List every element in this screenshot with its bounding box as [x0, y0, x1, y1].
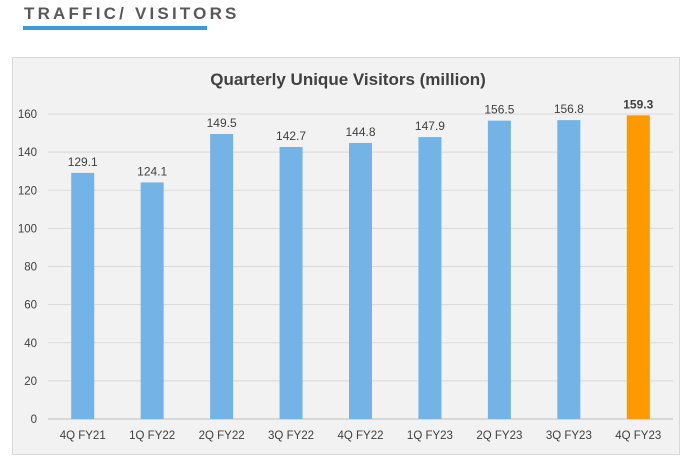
y-tick-label: 80: [24, 262, 37, 274]
bar-4q-fy22: [349, 142, 372, 419]
chart-title: Quarterly Unique Visitors (million): [210, 70, 486, 89]
data-label: 159.3: [623, 97, 653, 111]
x-category-label: 2Q FY23: [476, 430, 522, 442]
data-label: 144.8: [345, 125, 375, 139]
y-tick-label: 20: [24, 376, 37, 388]
data-label: 142.7: [276, 129, 306, 143]
section-title: TRAFFIC/ VISITORS: [24, 4, 240, 23]
x-category-label: 4Q FY21: [60, 430, 106, 442]
section-title-underline: [23, 26, 207, 30]
y-tick-label: 0: [31, 414, 37, 426]
bar-3q-fy23: [557, 120, 581, 419]
data-label: 149.5: [207, 116, 237, 130]
x-category-label: 3Q FY22: [268, 430, 314, 442]
x-category-label: 3Q FY23: [546, 430, 592, 442]
y-tick-label: 140: [18, 147, 37, 159]
bar-3q-fy22: [279, 146, 303, 419]
data-label: 124.1: [137, 164, 167, 178]
bar-1q-fy23: [418, 137, 442, 420]
data-label: 156.8: [554, 102, 584, 116]
y-axis-ticks: 0 20 40 60 80 100 120 140 160: [18, 109, 37, 426]
bar-4q-fy23: [626, 115, 650, 419]
bar-2q-fy22: [210, 134, 234, 419]
y-tick-label: 160: [18, 109, 37, 121]
bar-2q-fy23: [487, 120, 511, 419]
y-tick-label: 120: [18, 185, 37, 197]
y-tick-label: 100: [18, 223, 37, 235]
bar-4q-fy21: [71, 172, 95, 419]
data-label: 129.1: [68, 155, 98, 169]
x-category-label: 1Q FY23: [407, 430, 453, 442]
x-axis-categories: 4Q FY21 1Q FY22 2Q FY22 3Q FY22 4Q FY22 1Q FY…: [60, 430, 662, 442]
bar-1q-fy22: [140, 182, 164, 419]
bar-chart: Quarterly Unique Visitors (million) 0 20 4…: [18, 70, 673, 442]
y-tick-label: 60: [24, 300, 37, 312]
x-category-label: 1Q FY22: [129, 430, 175, 442]
bars: [71, 115, 650, 420]
x-category-label: 4Q FY23: [615, 430, 661, 442]
x-category-label: 4Q FY22: [337, 430, 383, 442]
data-label: 147.9: [415, 119, 445, 133]
data-label: 156.5: [484, 103, 514, 117]
data-labels: 129.1 124.1 149.5 142.7 144.8 147.9 156.5 156.8…: [68, 97, 654, 178]
chart-panel: Quarterly Unique Visitors (million) 0 20 4…: [12, 57, 680, 455]
y-tick-label: 40: [24, 338, 37, 350]
x-category-label: 2Q FY22: [199, 430, 245, 442]
